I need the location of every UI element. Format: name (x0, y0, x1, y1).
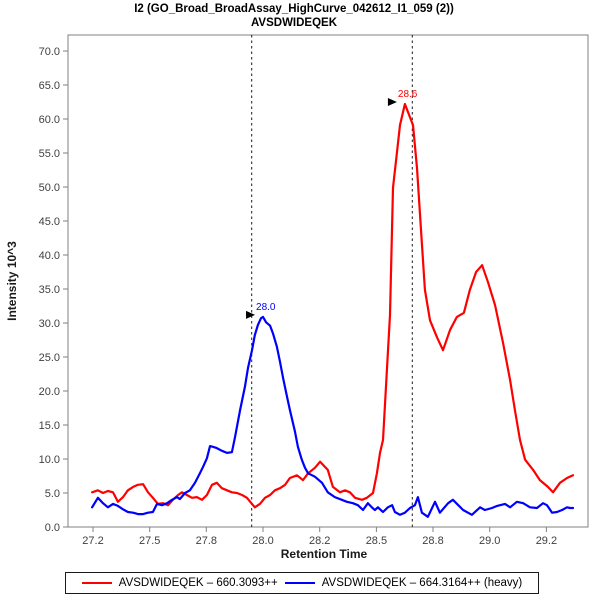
x-tick-label: 28.2 (309, 535, 330, 547)
trace-light[interactable] (90, 102, 575, 509)
peak-annotations: 28.6 28.0 (246, 89, 418, 319)
peak-arrow-icon (387, 98, 397, 107)
x-tick-label: 27.2 (82, 535, 103, 547)
legend-line-sample (284, 582, 315, 584)
y-tick-label: 60.0 (39, 114, 60, 126)
chart-title: I2 (GO_Broad_BroadAssay_HighCurve_042612… (134, 3, 454, 15)
plot-frame (67, 34, 589, 528)
peak-annotation[interactable]: 28.6 (387, 89, 418, 107)
y-tick-label: 40.0 (39, 250, 60, 262)
x-tick-label: 27.5 (139, 535, 160, 547)
y-tick-label: 55.0 (39, 148, 60, 160)
y-tick-label: 10.0 (39, 454, 60, 466)
x-tick-label: 28.0 (252, 535, 273, 547)
y-tick-label: 65.0 (39, 80, 60, 92)
legend-line-sample (81, 582, 112, 584)
legend-label: AVSDWIDEQEK – 664.3164++ (heavy) (321, 577, 523, 589)
y-tick-label: 0.0 (45, 522, 60, 534)
x-tick-label: 29.2 (536, 535, 557, 547)
y-axis: 0.0 5.0 10.0 15.0 20.0 25.0 30.0 35.0 40.0 45.0 50… (39, 46, 68, 534)
y-axis-title: Intensity 10^3 (5, 241, 19, 321)
x-tick-label: 28.5 (366, 535, 387, 547)
y-tick-label: 5.0 (45, 488, 60, 500)
peak-boundary-lines (251, 35, 413, 527)
x-tick-label: 27.8 (196, 535, 217, 547)
y-tick-label: 70.0 (39, 46, 60, 58)
y-tick-label: 15.0 (39, 420, 60, 432)
x-axis-title: Retention Time (281, 547, 368, 561)
y-tick-label: 30.0 (39, 318, 60, 330)
y-tick-label: 35.0 (39, 284, 60, 296)
peak-rt-label[interactable]: 28.6 (398, 89, 418, 100)
x-axis: 27.2 27.5 27.8 28.0 28.2 28.5 28.8 29.0 29.2 (82, 527, 557, 547)
y-tick-label: 20.0 (39, 386, 60, 398)
legend-label: AVSDWIDEQEK – 660.3093++ (118, 577, 278, 589)
trace-heavy[interactable] (90, 315, 575, 518)
chart-subtitle: AVSDWIDEQEK (250, 17, 338, 29)
peak-rt-label[interactable]: 28.0 (256, 302, 276, 313)
legend: AVSDWIDEQEK – 660.3093++ AVSDWIDEQEK – 66… (65, 572, 539, 594)
y-tick-label: 50.0 (39, 182, 60, 194)
y-tick-label: 45.0 (39, 216, 60, 228)
x-tick-label: 28.8 (422, 535, 443, 547)
x-tick-label: 29.0 (479, 535, 500, 547)
peak-arrow-icon (246, 310, 256, 319)
y-tick-label: 25.0 (39, 352, 60, 364)
peak-annotation[interactable]: 28.0 (246, 302, 276, 319)
chromatogram-traces (90, 102, 575, 518)
